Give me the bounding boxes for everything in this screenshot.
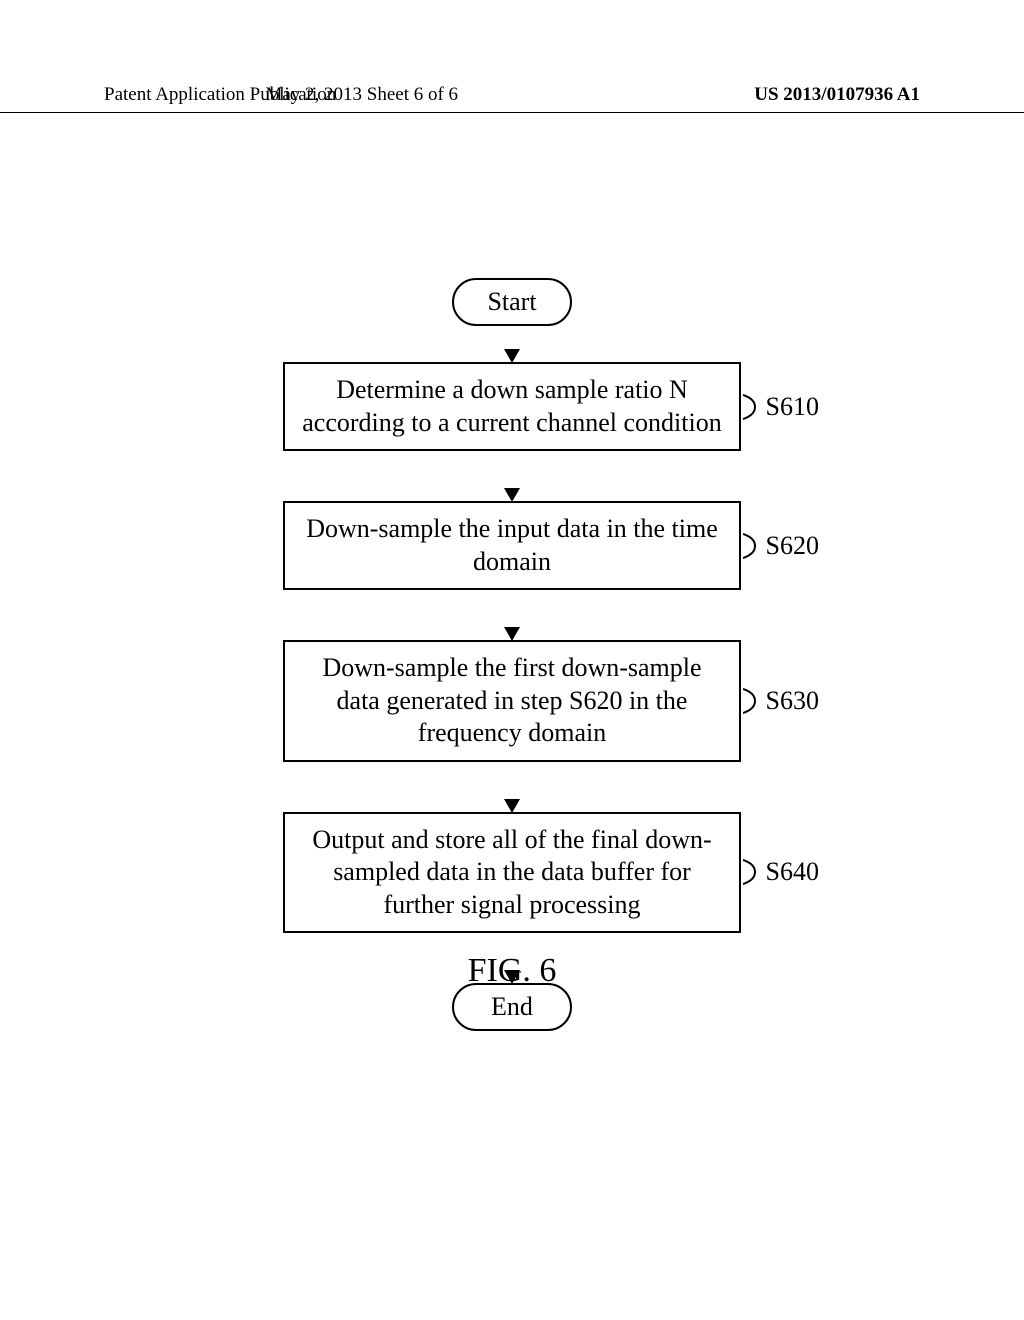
process-s620-text: Down-sample the input data in the time d… [299, 513, 725, 578]
process-s640-text: Output and store all of the final down-s… [299, 824, 725, 922]
start-label: Start [487, 287, 536, 317]
process-s610: Determine a down sample ratio N accordin… [283, 362, 741, 451]
header-right: US 2013/0107936 A1 [754, 84, 920, 106]
process-s630-text: Down-sample the first down-sample data g… [299, 652, 725, 750]
header-middle: May 2, 2013 Sheet 6 of 6 [265, 84, 458, 106]
start-terminator: Start [452, 278, 572, 326]
tie-connector-icon [743, 532, 761, 560]
figure-caption: FIG. 6 [0, 952, 1024, 990]
end-label: End [491, 992, 533, 1022]
end-terminator: End [452, 983, 572, 1031]
step-label-s630: S630 [766, 685, 819, 718]
process-s640: Output and store all of the final down-s… [283, 812, 741, 934]
tie-connector-icon [743, 858, 761, 886]
flowchart: Start Determine a down sample ratio N ac… [0, 278, 1024, 1031]
process-s620: Down-sample the input data in the time d… [283, 501, 741, 590]
process-s630: Down-sample the first down-sample data g… [283, 640, 741, 762]
tie-connector-icon [743, 687, 761, 715]
step-label-s640: S640 [766, 856, 819, 889]
step-label-s620: S620 [766, 529, 819, 562]
step-label-s610: S610 [766, 390, 819, 423]
tie-connector-icon [743, 393, 761, 421]
process-s610-text: Determine a down sample ratio N accordin… [299, 374, 725, 439]
page-header: Patent Application Publication May 2, 20… [0, 84, 1024, 113]
